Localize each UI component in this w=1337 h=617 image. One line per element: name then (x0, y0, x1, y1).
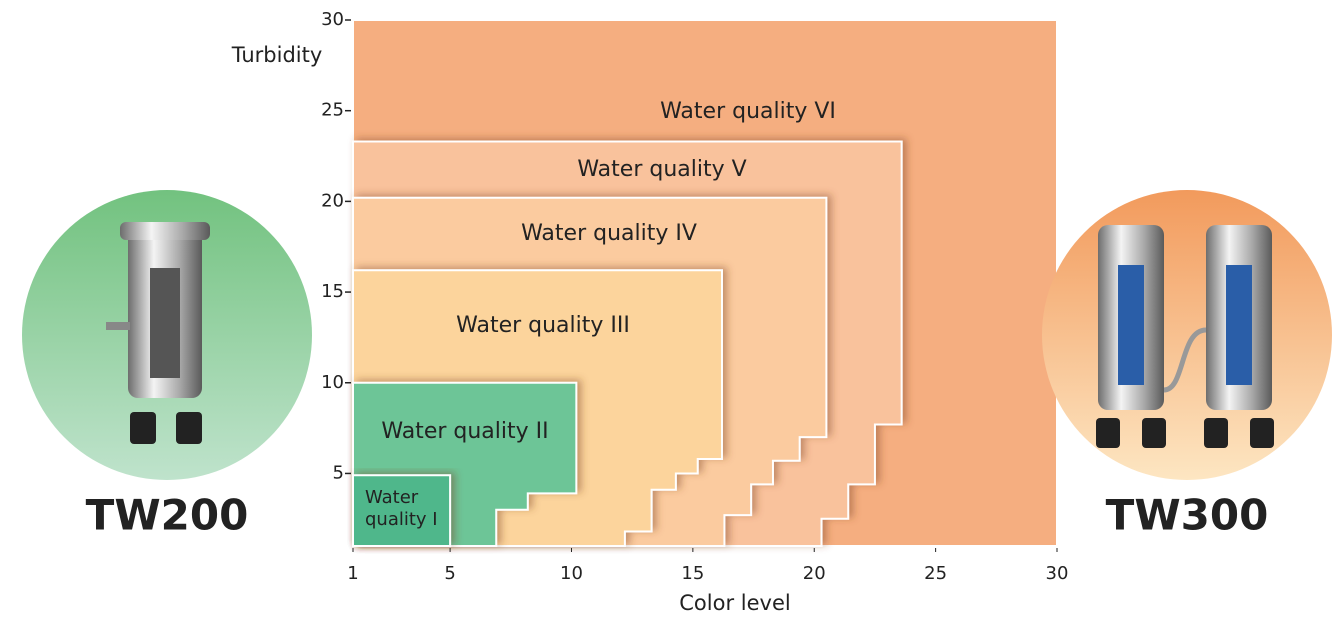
chart: Water quality VI Water quality V Water qua… (0, 0, 1337, 617)
region-label: Water quality II (381, 419, 548, 444)
y-tick-label: 30 (321, 9, 344, 30)
purifier-lid (120, 222, 210, 240)
x-tick-label: 25 (924, 563, 947, 584)
y-tick-label: 20 (321, 190, 344, 211)
y-tick-label: 15 (321, 281, 344, 302)
page: {"chart_data": {"type": "region", "y_lab… (0, 0, 1337, 617)
y-tick-label: 10 (321, 372, 344, 393)
y-axis-label: Turbidity (231, 43, 323, 67)
x-tick-label: 10 (560, 563, 583, 584)
purifier-foot (130, 412, 156, 444)
y-tick-label: 25 (321, 100, 344, 121)
purifier-label (150, 268, 180, 378)
region-label: Water quality III (456, 313, 630, 338)
region-label: Water quality V (577, 157, 746, 182)
x-tick-label: 5 (444, 563, 455, 584)
purifier-foot (1096, 418, 1120, 448)
region-label: Water quality IV (521, 221, 697, 246)
x-tick-label: 20 (803, 563, 826, 584)
x-tick-label: 1 (347, 563, 358, 584)
x-tick-label: 15 (681, 563, 704, 584)
purifier-label (1118, 265, 1144, 385)
product-name: TW200 (86, 491, 249, 540)
product-circle (1042, 190, 1332, 480)
product-left (22, 190, 312, 480)
purifier-tap (106, 322, 130, 330)
purifier-foot (1204, 418, 1228, 448)
x-axis-label: Color level (679, 591, 790, 615)
purifier-foot (1142, 418, 1166, 448)
purifier-foot (176, 412, 202, 444)
region-label: Water quality I (365, 487, 443, 531)
product-right (1042, 190, 1332, 480)
x-tick-label: 30 (1046, 563, 1069, 584)
purifier-foot (1250, 418, 1274, 448)
y-tick-label: 5 (333, 462, 344, 483)
product-name: TW300 (1106, 491, 1269, 540)
purifier-label (1226, 265, 1252, 385)
region-label: Water quality VI (660, 99, 836, 124)
